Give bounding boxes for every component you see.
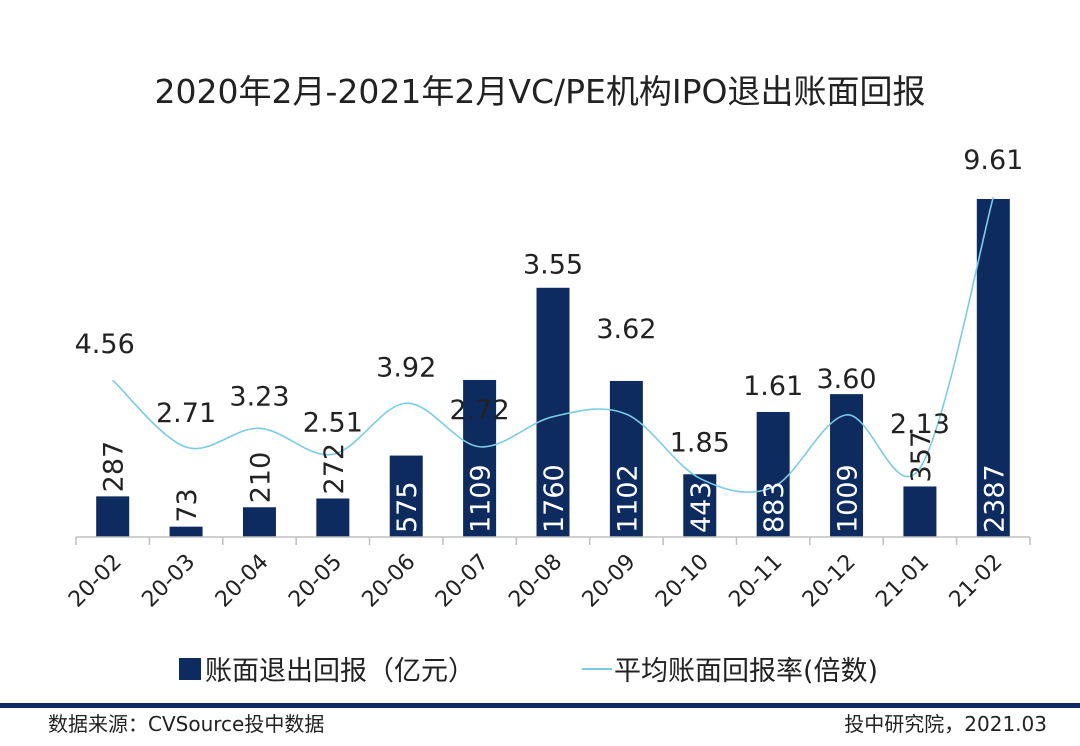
bar-value-label: 287 (99, 441, 130, 493)
line-series (112, 196, 995, 493)
legend: 账面退出回报（亿元） 平均账面回报率(倍数) (179, 656, 878, 687)
bar-value-label: 1760 (539, 464, 570, 533)
bar-20-10 (683, 474, 717, 537)
bars-layer (96, 199, 1010, 537)
bar-value-label: 73 (172, 488, 203, 522)
legend-line-label: 平均账面回报率(倍数) (614, 656, 878, 687)
line-value-label: 1.61 (743, 371, 803, 402)
line-value-label: 3.92 (376, 352, 436, 383)
x-tick-label: 20-08 (504, 550, 567, 613)
line-value-label: 2.13 (890, 409, 950, 440)
line-value-label: 1.85 (670, 427, 730, 458)
line-layer (112, 196, 995, 493)
line-labels-layer: 4.56 2.71 3.23 2.51 3.92 2.72 3.55 3.62 1.85 1.61… (75, 145, 1024, 458)
line-value-label: 9.61 (963, 145, 1023, 176)
bar-value-label: 883 (759, 481, 790, 533)
bar-20-11 (756, 411, 790, 537)
bar-value-label: 272 (319, 443, 350, 495)
line-value-label: 2.71 (156, 398, 216, 429)
bar-21-02 (976, 199, 1010, 537)
bar-value-label: 1109 (466, 464, 497, 533)
bar-value-label: 443 (686, 481, 717, 533)
bar-20-03 (169, 526, 203, 537)
bar-value-label: 2387 (979, 464, 1010, 533)
line-value-label: 3.55 (523, 250, 583, 281)
footer-rule (0, 703, 1080, 708)
line-value-label: 3.23 (229, 381, 289, 412)
bar-20-09 (609, 380, 643, 537)
bar-value-label: 575 (392, 481, 423, 533)
x-tick-label: 20-03 (137, 550, 200, 613)
x-tick-label: 20-05 (284, 550, 347, 613)
x-tick-label: 20-10 (651, 550, 714, 613)
x-tick-labels: 20-02 20-03 20-04 20-05 20-06 20-07 20-08 20-09… (64, 550, 1008, 613)
x-tick-label: 20-02 (64, 550, 127, 613)
footer-credit: 投中研究院，2021.03 (844, 712, 1047, 736)
x-tick-label: 20-09 (578, 550, 641, 613)
line-value-label: 2.72 (450, 395, 510, 426)
line-value-label: 3.62 (596, 314, 656, 345)
bar-20-04 (242, 507, 276, 537)
bar-20-07 (463, 379, 497, 537)
bar-20-05 (316, 498, 350, 537)
bar-value-label: 1009 (833, 464, 864, 533)
bar-value-label: 1102 (612, 464, 643, 533)
x-tick-label: 20-06 (358, 550, 421, 613)
x-tick-label: 21-02 (945, 550, 1008, 613)
legend-bar-swatch (179, 658, 201, 680)
bar-20-02 (96, 496, 130, 537)
x-tick-label: 20-12 (798, 550, 861, 613)
bar-value-label: 357 (906, 431, 937, 483)
legend-bar-label: 账面退出回报（亿元） (205, 656, 475, 687)
x-axis (75, 536, 1031, 545)
bar-labels-layer: 287 73 210 272 575 1109 1760 1102 443 883 1009 357 2… (99, 431, 1011, 533)
bar-20-06 (389, 455, 423, 537)
x-tick-label: 20-04 (211, 550, 274, 613)
x-tick-label: 20-07 (431, 550, 494, 613)
x-tick-label: 21-01 (871, 550, 934, 613)
x-tick-label: 20-11 (725, 550, 788, 613)
bar-21-01 (903, 486, 937, 537)
footer-source: 数据来源：CVSource投中数据 (48, 712, 324, 736)
bar-20-08 (536, 287, 570, 537)
line-value-label: 3.60 (816, 364, 876, 395)
line-value-label: 2.51 (303, 407, 363, 438)
bar-value-label: 210 (245, 452, 276, 504)
line-value-label: 4.56 (75, 329, 135, 360)
chart-title: 2020年2月-2021年2月VC/PE机构IPO退出账面回报 (155, 72, 926, 111)
bar-20-12 (830, 394, 864, 537)
